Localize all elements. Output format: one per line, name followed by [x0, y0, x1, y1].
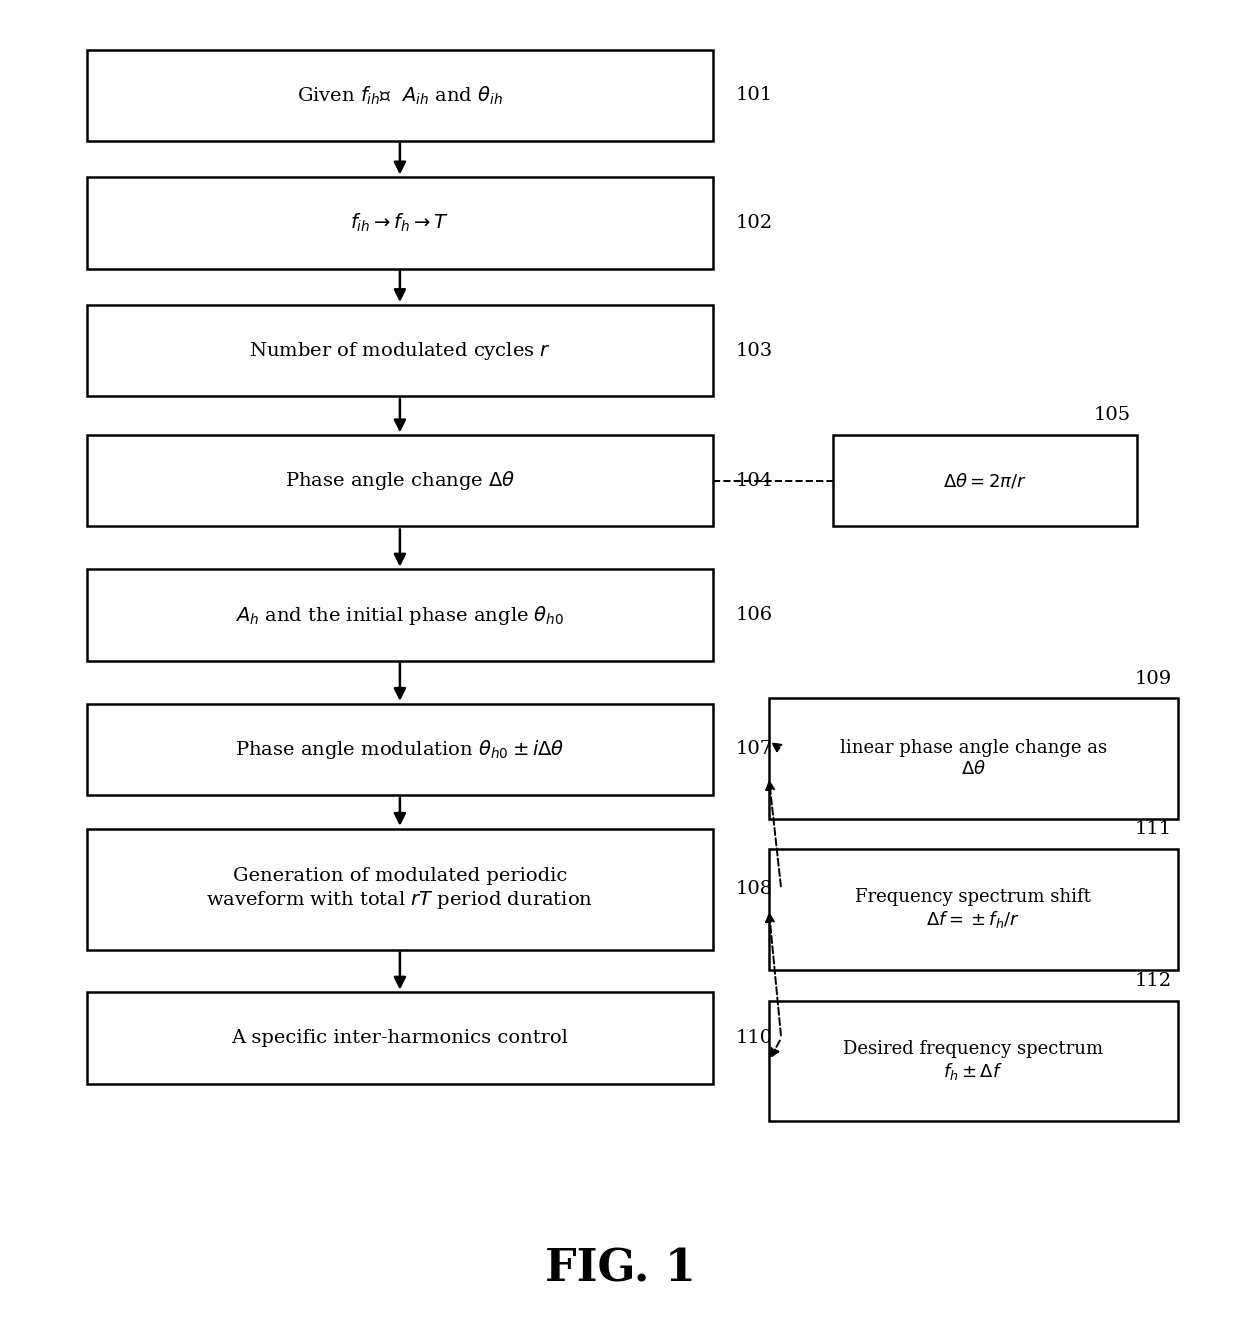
- Text: 101: 101: [735, 86, 773, 105]
- Text: 109: 109: [1135, 670, 1172, 688]
- Text: 110: 110: [735, 1029, 773, 1048]
- FancyBboxPatch shape: [87, 992, 713, 1084]
- Text: FIG. 1: FIG. 1: [544, 1248, 696, 1291]
- FancyBboxPatch shape: [769, 1001, 1178, 1121]
- Text: 105: 105: [1094, 407, 1131, 424]
- FancyBboxPatch shape: [87, 305, 713, 396]
- FancyBboxPatch shape: [87, 704, 713, 795]
- FancyBboxPatch shape: [87, 177, 713, 269]
- Text: 103: 103: [735, 341, 773, 360]
- FancyBboxPatch shape: [87, 50, 713, 141]
- FancyBboxPatch shape: [87, 829, 713, 950]
- Text: 111: 111: [1135, 821, 1172, 838]
- Text: 106: 106: [735, 606, 773, 624]
- Text: Phase angle change $\Delta\theta$: Phase angle change $\Delta\theta$: [285, 469, 515, 493]
- Text: $A_{h}$ and the initial phase angle $\theta_{h0}$: $A_{h}$ and the initial phase angle $\th…: [236, 603, 564, 627]
- Text: Given $f_{ih}$！  $A_{ih}$ and $\theta_{ih}$: Given $f_{ih}$！ $A_{ih}$ and $\theta_{ih…: [296, 85, 503, 106]
- Text: 104: 104: [735, 471, 773, 490]
- Text: A specific inter-harmonics control: A specific inter-harmonics control: [232, 1029, 568, 1048]
- FancyBboxPatch shape: [769, 849, 1178, 970]
- Text: $f_{ih} \rightarrow f_{h} \rightarrow T$: $f_{ih} \rightarrow f_{h} \rightarrow T$: [351, 212, 449, 234]
- Text: Number of modulated cycles $r$: Number of modulated cycles $r$: [249, 340, 551, 361]
- Text: 108: 108: [735, 880, 773, 898]
- Text: 102: 102: [735, 214, 773, 232]
- Text: linear phase angle change as
$\Delta\theta$: linear phase angle change as $\Delta\the…: [839, 740, 1107, 778]
- Text: Desired frequency spectrum
$f_{h}\pm\Delta f$: Desired frequency spectrum $f_{h}\pm\Del…: [843, 1039, 1104, 1082]
- Text: $\Delta\theta=2\pi/r$: $\Delta\theta=2\pi/r$: [944, 471, 1027, 490]
- Text: Generation of modulated periodic
waveform with total $rT$ period duration: Generation of modulated periodic wavefor…: [207, 868, 593, 911]
- FancyBboxPatch shape: [833, 435, 1137, 526]
- FancyBboxPatch shape: [87, 435, 713, 526]
- Text: Frequency spectrum shift
$\Delta f=\pm f_{h}/r$: Frequency spectrum shift $\Delta f=\pm f…: [856, 888, 1091, 931]
- FancyBboxPatch shape: [769, 698, 1178, 819]
- FancyBboxPatch shape: [87, 569, 713, 661]
- Text: Phase angle modulation $\theta_{h0}\pm i\Delta\theta$: Phase angle modulation $\theta_{h0}\pm i…: [236, 737, 564, 761]
- Text: 107: 107: [735, 740, 773, 759]
- Text: 112: 112: [1135, 972, 1172, 990]
